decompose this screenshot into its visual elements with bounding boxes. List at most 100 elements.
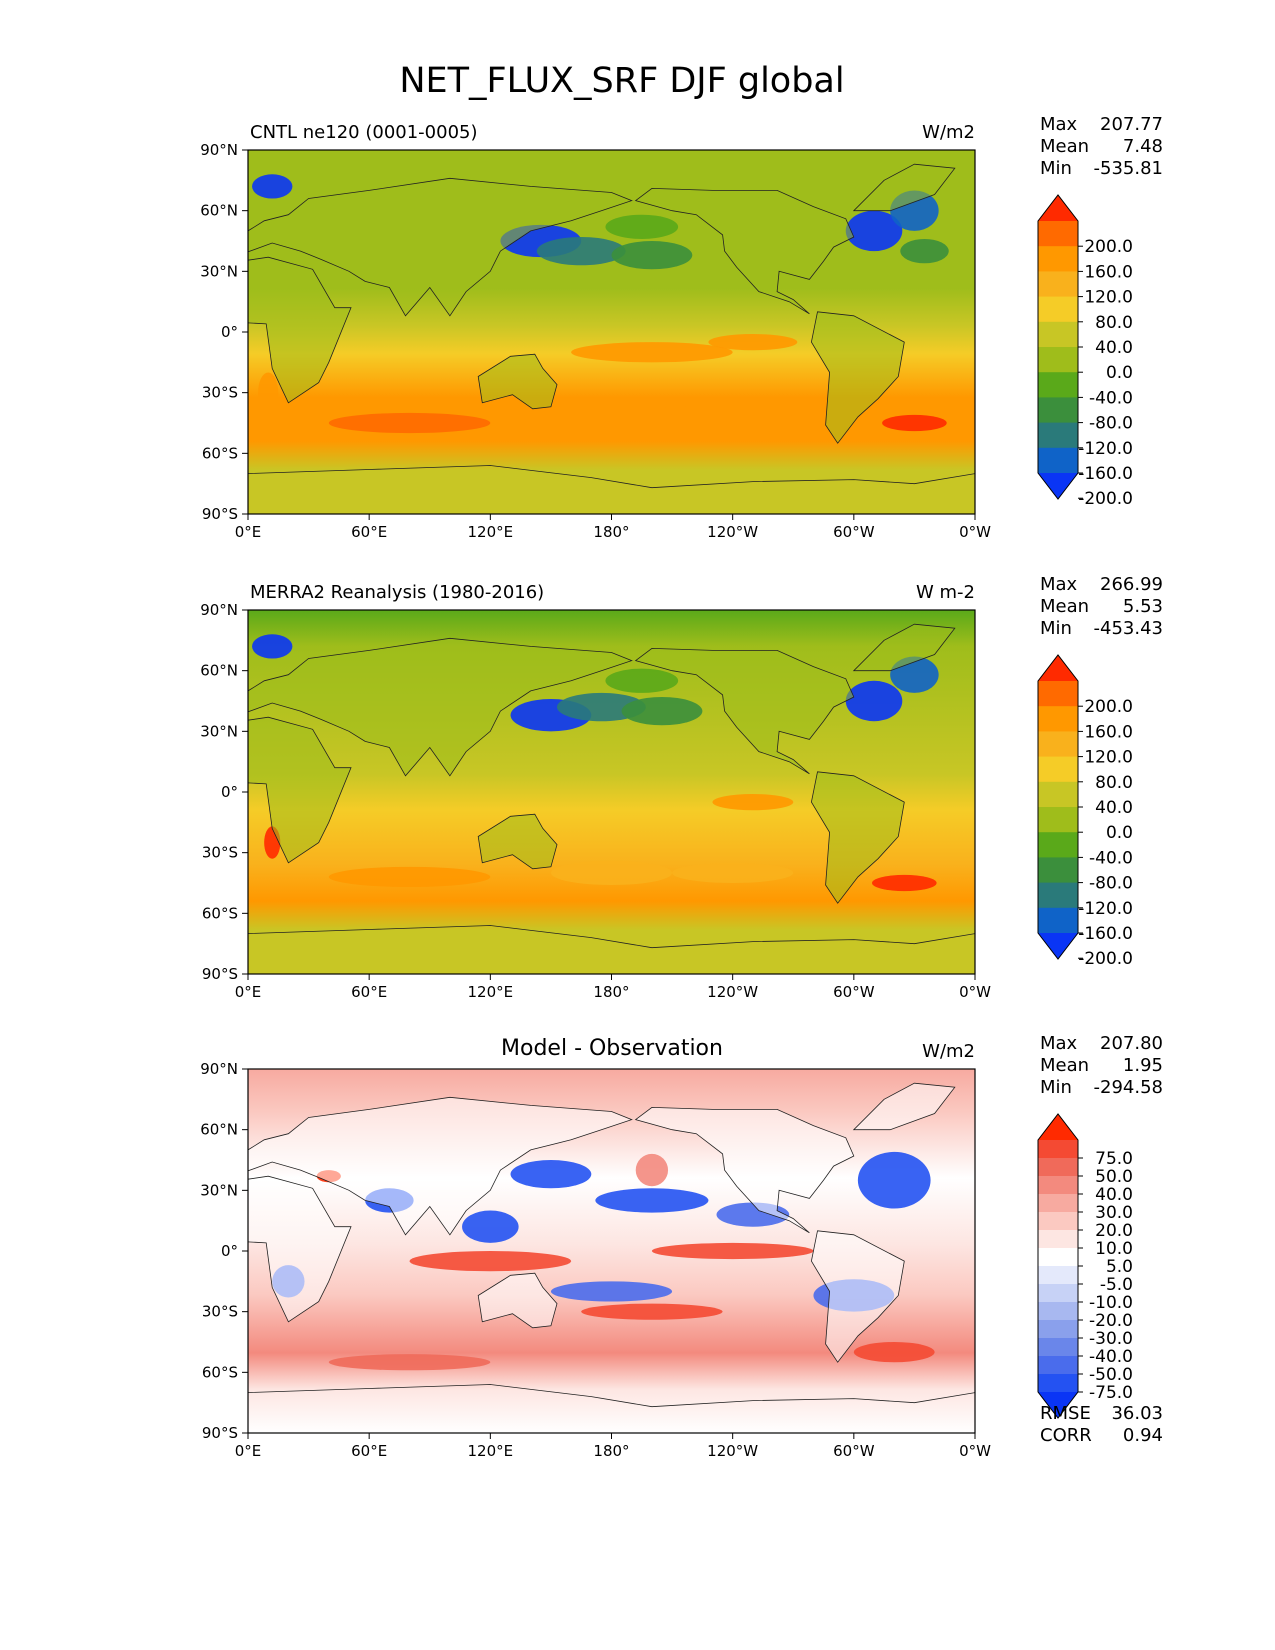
colorbar-label: -40.0 <box>1089 848 1133 868</box>
colorbar-label: -160.0 <box>1078 464 1133 484</box>
stat-label: Max <box>1040 574 1078 595</box>
stat-label: Max <box>1040 1033 1078 1054</box>
coastline-greenland <box>852 1082 956 1131</box>
y-tick-label: 0° <box>221 783 238 801</box>
coastline-eurasia <box>248 637 633 777</box>
y-tick-label: 60°S <box>202 1363 238 1381</box>
colorbar-segment <box>1038 1248 1078 1267</box>
x-tick-label: 60°W <box>833 1442 875 1460</box>
colorbar: 200.0 160.0 120.0 80.0 40.0 0.0 -40.0 -80.0 -120… <box>1037 654 1133 969</box>
colorbar: 75.050.040.030.020.010.05.0-5.0-10.0-20.… <box>1037 1113 1133 1419</box>
colorbar-segment <box>1038 731 1078 758</box>
colorbar-segment <box>1038 756 1078 783</box>
y-axis: 90°N 60°N 30°N 0° 30°S 60°S 90°S <box>200 141 248 523</box>
y-tick-label: 30°S <box>202 1303 238 1321</box>
colorbar-segment <box>1038 1338 1078 1357</box>
colorbar-segment <box>1038 271 1078 298</box>
x-tick-label: 0°W <box>959 1442 991 1460</box>
field-anomaly <box>571 342 733 363</box>
field-anomaly <box>252 634 293 659</box>
colorbar-segment <box>1038 1320 1078 1339</box>
colorbar-label: -80.0 <box>1089 874 1133 894</box>
colorbar-segment <box>1038 781 1078 808</box>
colorbar-segment <box>1038 857 1078 884</box>
stat-value: -453.43 <box>1094 618 1163 639</box>
coastline-africa <box>248 716 352 864</box>
x-tick-label: 120°W <box>707 1442 758 1460</box>
field-anomaly <box>462 1210 519 1243</box>
panel-units: W/m2 <box>922 1041 975 1062</box>
panel-left-title: MERRA2 Reanalysis (1980-2016) <box>250 582 544 603</box>
x-tick-label: 0°E <box>235 1442 262 1460</box>
colorbar-segment <box>1038 1302 1078 1321</box>
y-tick-label: 30°N <box>200 722 238 740</box>
colorbar-label: 200.0 <box>1084 697 1133 717</box>
coastline-north-america <box>634 647 855 775</box>
colorbar-segment <box>1038 372 1078 398</box>
x-tick-label: 60°W <box>833 983 875 1001</box>
colorbar-label: -120.0 <box>1078 899 1133 919</box>
footer-stat-label: CORR <box>1040 1425 1092 1446</box>
stat-value: 1.95 <box>1123 1055 1163 1076</box>
colorbar-label: -75.0 <box>1089 1383 1133 1403</box>
colorbar-segment <box>1038 1356 1078 1375</box>
field-anomaly <box>605 214 679 239</box>
coastline-antarctica <box>248 925 975 974</box>
footer-stat-value: 36.03 <box>1111 1403 1163 1424</box>
coastline-south-america <box>810 311 905 444</box>
field-anomaly <box>550 400 673 426</box>
panel-units: W/m2 <box>922 122 975 143</box>
x-tick-label: 0°E <box>235 983 262 1001</box>
colorbar-segment <box>1038 422 1078 449</box>
y-tick-label: 30°S <box>202 384 238 402</box>
y-tick-label: 0° <box>221 323 238 341</box>
map-plot <box>248 610 975 974</box>
colorbar-segment <box>1038 321 1078 348</box>
colorbar-label: 120.0 <box>1084 288 1133 308</box>
colorbar-label: -160.0 <box>1078 924 1133 944</box>
x-tick-label: 60°E <box>351 523 387 541</box>
colorbar-segment <box>1038 807 1078 833</box>
stats-block: Max 207.77 Mean 7.48 Min -535.81 <box>1040 114 1163 179</box>
field-anomaly <box>252 174 293 199</box>
field-anomaly <box>651 1242 814 1260</box>
x-axis: 0°E 60°E 120°E 180° 120°W 60°W 0°W <box>235 1433 991 1460</box>
field-anomaly <box>635 1153 669 1187</box>
field-anomaly <box>328 1354 491 1371</box>
field-anomaly <box>672 402 794 423</box>
coastline-south-america <box>810 771 905 904</box>
colorbar-segment <box>1038 832 1078 858</box>
y-tick-label: 90°N <box>200 141 238 159</box>
colorbar-segment <box>1038 1266 1078 1285</box>
colorbar-label: 0.0 <box>1106 823 1133 843</box>
field-anomaly <box>595 1188 709 1213</box>
stat-label: Min <box>1040 158 1072 179</box>
coastline-eurasia <box>248 177 633 317</box>
colorbar-segment <box>1038 1194 1078 1213</box>
colorbar-label: 80.0 <box>1095 313 1133 333</box>
x-tick-label: 0°E <box>235 523 262 541</box>
field-anomaly <box>581 1303 723 1320</box>
field-anomaly <box>672 862 794 884</box>
stat-value: 207.77 <box>1100 114 1163 135</box>
coastline-australia <box>477 353 558 410</box>
field-anomaly <box>845 680 903 722</box>
coastline-antarctica <box>248 465 975 514</box>
field-anomaly <box>621 696 703 726</box>
colorbar-segment <box>1038 296 1078 323</box>
x-tick-label: 60°E <box>351 983 387 1001</box>
coastline-antarctica <box>248 1384 975 1433</box>
colorbar-extend-min <box>1038 933 1078 959</box>
coastline-australia <box>477 813 558 870</box>
field-anomaly <box>708 334 798 351</box>
colorbar-label: -200.0 <box>1078 489 1133 509</box>
colorbar-extend-min <box>1038 1392 1078 1418</box>
field-anomaly <box>882 414 947 432</box>
colorbar-segment <box>1038 882 1078 909</box>
colorbar-label: 160.0 <box>1084 262 1133 282</box>
colorbar-label: 50.0 <box>1095 1167 1133 1187</box>
panel-center-title: Model - Observation <box>501 1036 723 1061</box>
x-tick-label: 60°W <box>833 523 875 541</box>
field-anomaly <box>857 1151 931 1209</box>
